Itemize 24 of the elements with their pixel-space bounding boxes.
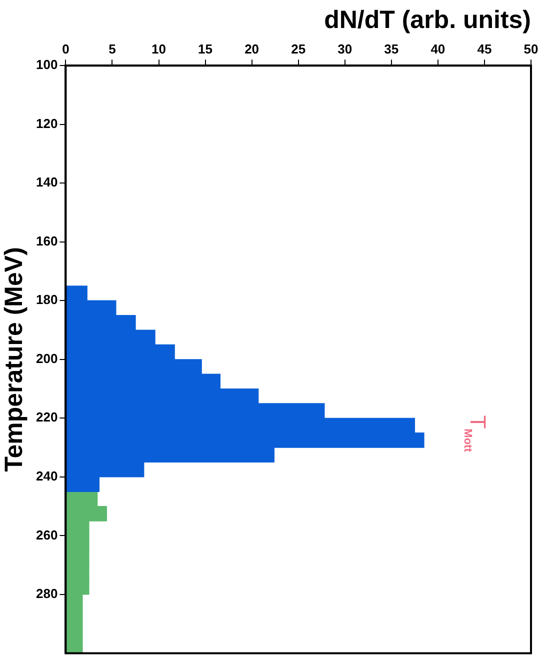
y-tick-label: 240 (36, 468, 58, 484)
y-tick-label: 220 (36, 410, 58, 425)
y-tick-label: 160 (36, 233, 58, 248)
x-tick-label: 10 (152, 41, 166, 56)
y-tick-label: 260 (36, 527, 58, 542)
x-tick-label: 30 (338, 41, 352, 56)
y-tick-label: 200 (36, 350, 58, 366)
y-tick-label: 120 (36, 116, 58, 131)
x-tick-label: 45 (477, 41, 492, 56)
y-tick-label: 140 (36, 174, 58, 190)
y-tick-label: 180 (36, 292, 58, 308)
x-tick-label: 20 (244, 41, 260, 56)
x-tick-label: 35 (384, 41, 399, 56)
y-tick-label: 100 (36, 57, 58, 72)
y-axis-title: Temperature (MeV) (0, 247, 28, 472)
x-tick-label: 15 (198, 41, 213, 56)
x-tick-label: 0 (62, 41, 70, 56)
y-tick-label: 280 (36, 586, 58, 602)
x-tick-label: 5 (108, 41, 116, 56)
x-tick-label: 50 (524, 41, 538, 56)
x-axis-title: dN/dT (arb. units) (324, 6, 531, 34)
x-tick-label: 25 (291, 41, 306, 56)
annotation: TMott (462, 415, 491, 452)
x-tick-label: 40 (430, 41, 446, 56)
